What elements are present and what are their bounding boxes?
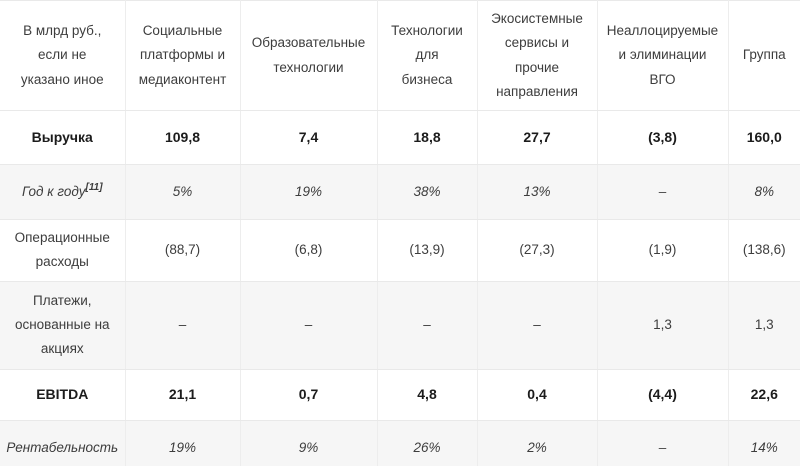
cell-margin-ecosystem-services: 2%: [476, 420, 597, 466]
cell-revenue-social-platforms-media: 109,8: [124, 110, 240, 166]
row-label-text: Год к году: [21, 184, 86, 200]
table-header: В млрд руб., если не указано иное Социал…: [0, 0, 800, 112]
cell-ebitda-group: 22,6: [727, 369, 800, 421]
cell-operating-expenses-unallocated-eliminations: (1,9): [596, 219, 728, 282]
row-label-text: Операционные расходы: [14, 230, 110, 270]
cell-margin-edtech: 9%: [239, 420, 377, 466]
table-header-row: В млрд руб., если не указано иное Социал…: [0, 0, 800, 112]
cell-ebitda-edtech: 0,7: [239, 369, 377, 421]
cell-revenue-edtech: 7,4: [239, 110, 377, 166]
cell-share-based-payments-edtech: –: [239, 281, 377, 370]
row-label-text: Рентабельность: [6, 439, 119, 455]
cell-share-based-payments-social-platforms-media: –: [124, 281, 240, 370]
cell-yoy-growth-ecosystem-services: 13%: [476, 164, 597, 221]
row-label-margin: Рентабельность: [0, 420, 125, 466]
cell-operating-expenses-business-tech: (13,9): [376, 219, 477, 282]
column-header-edtech: Образовательные технологии: [239, 0, 377, 112]
cell-revenue-business-tech: 18,8: [376, 110, 477, 166]
row-label-share-based-payments: Платежи, основанные на акциях: [0, 281, 125, 370]
cell-operating-expenses-edtech: (6,8): [239, 219, 377, 282]
cell-ebitda-unallocated-eliminations: (4,4): [596, 369, 728, 421]
cell-margin-group: 14%: [727, 420, 800, 466]
cell-yoy-growth-unallocated-eliminations: –: [596, 164, 728, 221]
column-header-unallocated-eliminations: Неаллоцируемые и элиминации ВГО: [596, 0, 728, 112]
unit-note-header: В млрд руб., если не указано иное: [0, 0, 125, 112]
column-header-social-platforms-media: Социальные платформы и медиаконтент: [124, 0, 240, 112]
column-header-ecosystem-services: Экосистемные сервисы и прочие направлени…: [476, 0, 597, 112]
cell-share-based-payments-group: 1,3: [727, 281, 800, 370]
row-label-yoy-growth: Год к году[11]: [0, 164, 125, 221]
cell-operating-expenses-social-platforms-media: (88,7): [124, 219, 240, 282]
table-body: Выручка 109,8 7,4 18,8 27,7 (3,8) 160,0 Год к г…: [0, 110, 800, 466]
cell-operating-expenses-group: (138,6): [727, 219, 800, 282]
cell-yoy-growth-group: 8%: [727, 164, 800, 221]
cell-ebitda-social-platforms-media: 21,1: [124, 369, 240, 421]
cell-yoy-growth-edtech: 19%: [239, 164, 377, 221]
cell-margin-social-platforms-media: 19%: [124, 420, 240, 466]
cell-margin-business-tech: 26%: [376, 420, 477, 466]
row-label-revenue: Выручка: [0, 110, 125, 166]
row-label-ebitda: EBITDA: [0, 369, 125, 421]
table-row-operating-expenses: Операционные расходы (88,7) (6,8) (13,9) (27…: [0, 219, 800, 282]
column-header-business-tech: Технологии для бизнеса: [376, 0, 477, 112]
column-header-group: Группа: [727, 0, 800, 112]
cell-revenue-unallocated-eliminations: (3,8): [596, 110, 728, 166]
table-row-share-based-payments: Платежи, основанные на акциях – – – –1,3 1,3: [0, 281, 800, 370]
row-label-text: EBITDA: [36, 386, 89, 403]
cell-revenue-group: 160,0: [727, 110, 800, 166]
cell-operating-expenses-ecosystem-services: (27,3): [476, 219, 597, 282]
table-row-margin: Рентабельность 19% 9% 26% 2% –14%: [0, 420, 800, 466]
cell-ebitda-ecosystem-services: 0,4: [476, 369, 597, 421]
cell-margin-unallocated-eliminations: –: [596, 420, 728, 466]
table-row-ebitda: EBITDA 21,1 0,7 4,8 0,4 (4,4) 22,6: [0, 369, 800, 421]
table-row-yoy-growth: Год к году[11] 5% 19% 38% 13% –8%: [0, 164, 800, 221]
row-label-text: Платежи, основанные на акциях: [14, 292, 110, 357]
cell-revenue-ecosystem-services: 27,7: [476, 110, 597, 166]
cell-yoy-growth-business-tech: 38%: [376, 164, 477, 221]
cell-share-based-payments-unallocated-eliminations: 1,3: [596, 281, 728, 370]
row-label-text: Выручка: [31, 129, 93, 146]
footnote-marker: [11]: [85, 181, 103, 193]
table-row-revenue: Выручка 109,8 7,4 18,8 27,7 (3,8) 160,0: [0, 110, 800, 166]
cell-ebitda-business-tech: 4,8: [376, 369, 477, 421]
cell-share-based-payments-ecosystem-services: –: [476, 281, 597, 370]
cell-yoy-growth-social-platforms-media: 5%: [124, 164, 240, 221]
row-label-operating-expenses: Операционные расходы: [0, 219, 125, 282]
cell-share-based-payments-business-tech: –: [376, 281, 477, 370]
